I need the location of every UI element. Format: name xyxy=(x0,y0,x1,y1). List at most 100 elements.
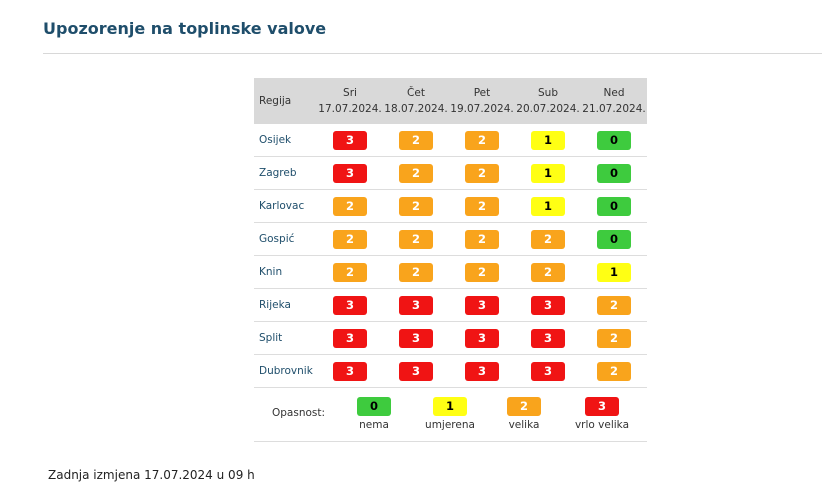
day-name: Čet xyxy=(407,87,425,99)
level-badge: 2 xyxy=(465,130,499,150)
level-badge: 2 xyxy=(465,196,499,216)
level-badge: 2 xyxy=(399,130,433,150)
level-cell: 3 xyxy=(515,321,581,355)
table-row: Gospić 2 2 2 2 0 xyxy=(254,222,647,256)
level-cell: 2 xyxy=(383,189,449,223)
legend-text: umjerena xyxy=(425,419,475,431)
legend-text: nema xyxy=(359,419,389,431)
level-badge: 3 xyxy=(585,397,619,416)
level-badge: 1 xyxy=(531,196,565,216)
level-badge: 3 xyxy=(399,361,433,381)
level-badge: 0 xyxy=(597,163,631,183)
level-badge: 3 xyxy=(333,361,367,381)
table-row: Osijek 3 2 2 1 0 xyxy=(254,124,647,157)
table-row: Dubrovnik 3 3 3 3 2 xyxy=(254,354,647,388)
table-row: Split 3 3 3 3 2 xyxy=(254,321,647,355)
legend-item-level-3: 3 vrlo velika xyxy=(567,397,637,431)
legend-text: velika xyxy=(508,419,540,431)
region-name: Rijeka xyxy=(254,288,317,322)
level-cell: 2 xyxy=(317,189,383,223)
level-cell: 2 xyxy=(383,156,449,190)
level-badge: 3 xyxy=(333,295,367,315)
level-cell: 2 xyxy=(317,255,383,289)
table-row: Zagreb 3 2 2 1 0 xyxy=(254,156,647,190)
level-badge: 2 xyxy=(531,262,565,282)
level-badge: 3 xyxy=(465,295,499,315)
day-date: 20.07.2024. xyxy=(516,103,580,115)
level-badge: 2 xyxy=(597,361,631,381)
level-badge: 3 xyxy=(399,328,433,348)
level-cell: 2 xyxy=(383,124,449,157)
table-row: Karlovac 2 2 2 1 0 xyxy=(254,189,647,223)
day-date: 17.07.2024. xyxy=(318,103,382,115)
region-name: Karlovac xyxy=(254,189,317,223)
level-cell: 1 xyxy=(515,189,581,223)
level-badge: 3 xyxy=(333,328,367,348)
day-name: Pet xyxy=(473,87,491,99)
level-cell: 2 xyxy=(581,288,647,322)
level-badge: 1 xyxy=(597,262,631,282)
table-header-row: Regija Sri 17.07.2024. Čet 18.07.2024. P… xyxy=(254,78,647,124)
legend-text: vrlo velika xyxy=(574,419,630,431)
level-cell: 3 xyxy=(449,321,515,355)
level-badge: 3 xyxy=(531,361,565,381)
day-name: Ned xyxy=(603,87,625,99)
heatwave-warning-table: Regija Sri 17.07.2024. Čet 18.07.2024. P… xyxy=(254,78,647,442)
level-badge: 2 xyxy=(465,163,499,183)
level-badge: 2 xyxy=(333,196,367,216)
level-cell: 2 xyxy=(449,222,515,256)
level-cell: 1 xyxy=(581,255,647,289)
level-badge: 0 xyxy=(597,196,631,216)
level-cell: 0 xyxy=(581,124,647,157)
legend-label: Opasnost: xyxy=(272,407,326,419)
legend-item-level-1: 1 umjerena xyxy=(415,397,485,431)
level-badge: 2 xyxy=(507,397,541,416)
level-cell: 2 xyxy=(383,255,449,289)
level-cell: 2 xyxy=(449,156,515,190)
level-badge: 1 xyxy=(531,130,565,150)
day-column-header: Sri 17.07.2024. xyxy=(317,78,383,124)
table-row: Rijeka 3 3 3 3 2 xyxy=(254,288,647,322)
level-badge: 3 xyxy=(531,295,565,315)
level-cell: 3 xyxy=(515,288,581,322)
day-name: Sub xyxy=(538,87,558,99)
danger-legend: Opasnost: 0 nema 1 umjerena 2 velika 3 xyxy=(254,388,647,441)
level-badge: 0 xyxy=(597,229,631,249)
day-date: 19.07.2024. xyxy=(450,103,514,115)
title-divider xyxy=(43,53,822,54)
level-badge: 2 xyxy=(531,229,565,249)
level-cell: 2 xyxy=(581,321,647,355)
day-column-header: Ned 21.07.2024. xyxy=(581,78,647,124)
level-badge: 2 xyxy=(597,295,631,315)
level-cell: 3 xyxy=(317,321,383,355)
region-name: Knin xyxy=(254,255,317,289)
level-badge: 3 xyxy=(465,361,499,381)
level-badge: 2 xyxy=(333,229,367,249)
level-cell: 3 xyxy=(317,156,383,190)
level-badge: 2 xyxy=(399,262,433,282)
level-cell: 3 xyxy=(449,288,515,322)
level-cell: 2 xyxy=(515,222,581,256)
level-cell: 0 xyxy=(581,156,647,190)
level-cell: 3 xyxy=(383,321,449,355)
level-badge: 2 xyxy=(399,196,433,216)
region-name: Osijek xyxy=(254,124,317,157)
level-cell: 2 xyxy=(449,189,515,223)
level-badge: 3 xyxy=(399,295,433,315)
level-cell: 0 xyxy=(581,189,647,223)
day-date: 18.07.2024. xyxy=(384,103,448,115)
level-cell: 2 xyxy=(317,222,383,256)
level-badge: 1 xyxy=(433,397,467,416)
level-badge: 1 xyxy=(531,163,565,183)
region-name: Split xyxy=(254,321,317,355)
level-cell: 3 xyxy=(383,288,449,322)
level-badge: 3 xyxy=(531,328,565,348)
level-badge: 2 xyxy=(399,229,433,249)
level-badge: 2 xyxy=(465,262,499,282)
level-cell: 3 xyxy=(317,124,383,157)
level-badge: 3 xyxy=(333,130,367,150)
day-column-header: Pet 19.07.2024. xyxy=(449,78,515,124)
level-cell: 2 xyxy=(383,222,449,256)
level-badge: 0 xyxy=(357,397,391,416)
day-name: Sri xyxy=(343,87,357,99)
